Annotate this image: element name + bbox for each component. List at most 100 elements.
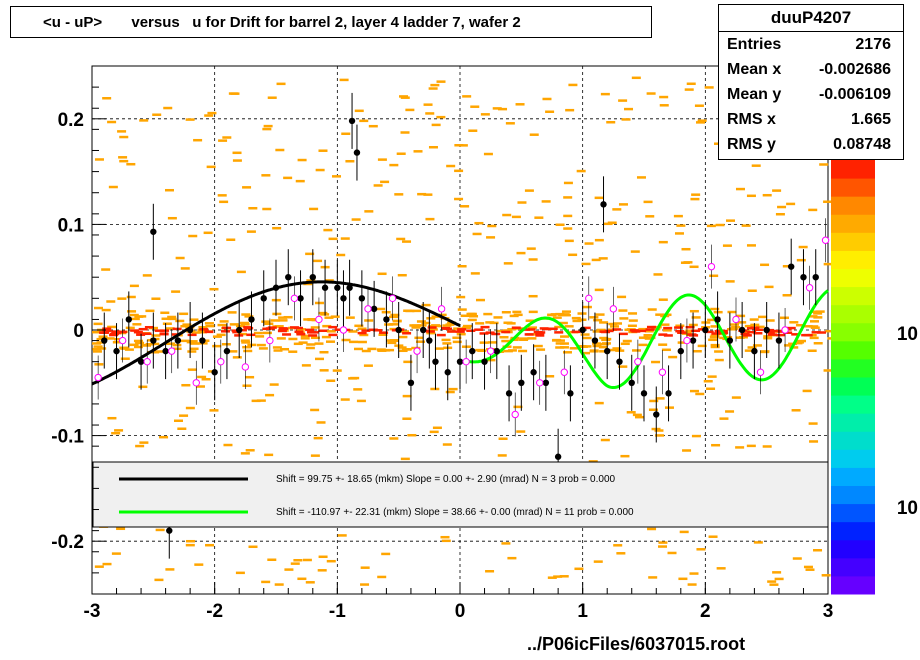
- hist-cell: [330, 315, 340, 318]
- hist-cell-dense: [645, 328, 655, 331]
- hist-cell: [654, 429, 664, 432]
- color-scale-segment: [831, 232, 875, 251]
- data-point-filled: [309, 274, 316, 281]
- hist-cell: [648, 408, 658, 411]
- hist-cell: [690, 197, 700, 201]
- hist-cell: [163, 106, 173, 110]
- data-point-filled: [604, 347, 611, 355]
- hist-cell: [621, 118, 631, 121]
- hist-cell: [528, 258, 538, 261]
- hist-cell: [267, 558, 277, 562]
- hist-cell: [117, 130, 127, 133]
- stats-value: -0.006109: [818, 86, 891, 103]
- hist-cell: [318, 555, 328, 559]
- hist-cell: [94, 363, 104, 366]
- hist-cell: [653, 273, 663, 276]
- hist-cell: [762, 445, 772, 448]
- hist-cell: [599, 321, 609, 324]
- hist-cell-dense: [262, 327, 272, 331]
- data-point-open: [364, 305, 372, 313]
- data-point-open: [585, 294, 593, 303]
- color-scale-segment: [831, 178, 875, 197]
- hist-cell: [725, 410, 735, 413]
- hist-cell: [564, 325, 574, 328]
- hist-cell: [541, 200, 551, 203]
- hist-cell-dense: [783, 331, 793, 334]
- hist-cell: [591, 258, 601, 262]
- hist-cell: [165, 327, 175, 330]
- data-point-open: [486, 347, 495, 355]
- hist-cell: [261, 580, 271, 584]
- hist-cell-dense: [447, 330, 457, 333]
- hist-cell: [651, 360, 661, 364]
- hist-cell-dense: [308, 334, 318, 337]
- x-tick-label: 3: [823, 601, 834, 622]
- hist-cell: [243, 349, 253, 353]
- color-scale-label: 10: [897, 324, 918, 345]
- hist-cell: [293, 558, 303, 562]
- hist-cell: [501, 339, 511, 343]
- hist-cell: [376, 307, 386, 311]
- hist-cell: [328, 237, 338, 241]
- color-scale-segment: [831, 322, 875, 342]
- hist-cell: [207, 111, 217, 115]
- hist-cell: [677, 341, 687, 344]
- data-point-filled: [340, 295, 347, 302]
- hist-cell: [554, 325, 564, 329]
- hist-cell-dense: [740, 332, 750, 336]
- hist-cell: [317, 569, 327, 572]
- hist-cell: [569, 347, 579, 350]
- hist-cell: [189, 318, 199, 321]
- hist-cell-dense: [187, 333, 197, 337]
- hist-cell: [679, 530, 689, 534]
- hist-cell: [646, 336, 656, 340]
- hist-cell: [145, 343, 155, 346]
- hist-cell: [563, 181, 573, 185]
- hist-cell: [232, 159, 242, 162]
- hist-cell: [596, 328, 606, 332]
- data-point-filled: [426, 337, 433, 344]
- stats-label: RMS y: [727, 136, 776, 153]
- hist-cell: [411, 326, 421, 329]
- hist-cell: [480, 113, 490, 116]
- hist-cell: [116, 527, 126, 531]
- hist-cell: [753, 541, 763, 544]
- hist-cell: [278, 319, 288, 322]
- hist-cell: [117, 297, 127, 300]
- hist-cell: [302, 558, 312, 562]
- hist-cell: [332, 175, 342, 178]
- hist-cell: [392, 319, 402, 323]
- data-point-open: [560, 368, 568, 376]
- hist-cell-dense: [277, 329, 287, 333]
- hist-cell: [175, 256, 185, 260]
- hist-cell: [644, 330, 654, 333]
- hist-cell: [608, 322, 618, 326]
- hist-cell: [132, 323, 142, 326]
- hist-cell: [692, 349, 702, 353]
- y-tick-label: -0.1: [51, 427, 84, 448]
- hist-cell: [723, 336, 733, 339]
- hist-cell: [513, 313, 523, 317]
- hist-cell: [284, 568, 294, 571]
- hist-cell: [399, 95, 409, 98]
- hist-cell: [394, 193, 404, 196]
- hist-cell: [309, 207, 319, 211]
- hist-cell: [430, 387, 440, 391]
- hist-cell: [323, 228, 333, 232]
- hist-cell: [760, 263, 770, 267]
- hist-cell: [803, 325, 813, 328]
- hist-cell: [552, 316, 562, 319]
- hist-cell: [240, 321, 250, 325]
- hist-cell: [364, 210, 374, 213]
- hist-cell: [397, 273, 407, 277]
- hist-cell: [432, 426, 442, 430]
- hist-cell: [534, 216, 544, 219]
- hist-cell: [190, 342, 200, 345]
- hist-cell-dense: [267, 326, 277, 329]
- hist-cell: [825, 329, 835, 333]
- hist-cell: [219, 320, 229, 323]
- hist-cell-dense: [246, 333, 256, 337]
- hist-cell: [187, 350, 197, 353]
- hist-cell-dense: [704, 330, 714, 334]
- data-point-filled: [518, 379, 525, 386]
